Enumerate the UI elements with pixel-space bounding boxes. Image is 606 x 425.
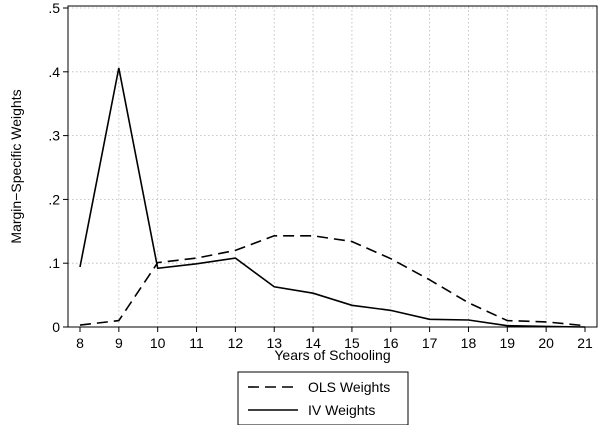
x-axis-title: Years of Schooling	[274, 347, 390, 363]
x-axis: 8 9 10 11 12 13 14 15 16 17 18 19 20 21	[76, 327, 593, 351]
x-tick-label: 13	[266, 335, 282, 351]
x-tick-label: 11	[189, 335, 204, 351]
y-tick-label: .3	[48, 128, 60, 144]
y-tick-label: 0	[52, 319, 60, 335]
x-tick-label: 15	[344, 335, 360, 351]
y-tick-label: .4	[48, 64, 60, 80]
x-tick-label: 10	[150, 335, 166, 351]
legend-label: OLS Weights	[308, 379, 390, 395]
legend-items: OLS Weights IV Weights	[248, 379, 390, 418]
x-tick-label: 20	[538, 335, 554, 351]
series	[79, 67, 586, 328]
legend-box	[237, 371, 409, 425]
x-tick-label: 17	[422, 335, 438, 351]
x-tick-label: 21	[577, 335, 593, 351]
y-tick-label: .2	[48, 191, 60, 207]
grid	[68, 6, 597, 327]
x-tick-label: 19	[500, 335, 516, 351]
x-tick-label: 18	[461, 335, 477, 351]
y-axis-title: Margin−Specific Weights	[8, 89, 24, 243]
y-tick-label: .5	[48, 0, 60, 16]
y-axis: 0 .1 .2 .3 .4 .5	[48, 0, 68, 335]
x-tick-label: 14	[305, 335, 321, 351]
x-tick-label: 9	[115, 335, 123, 351]
series-line-iv-weights	[79, 67, 586, 328]
x-tick-label: 12	[228, 335, 244, 351]
legend-label: IV Weights	[308, 402, 375, 418]
legend: OLS Weights IV Weights	[237, 371, 409, 425]
x-tick-label: 8	[76, 335, 84, 351]
x-tick-label: 16	[383, 335, 399, 351]
y-tick-label: .1	[48, 255, 60, 271]
